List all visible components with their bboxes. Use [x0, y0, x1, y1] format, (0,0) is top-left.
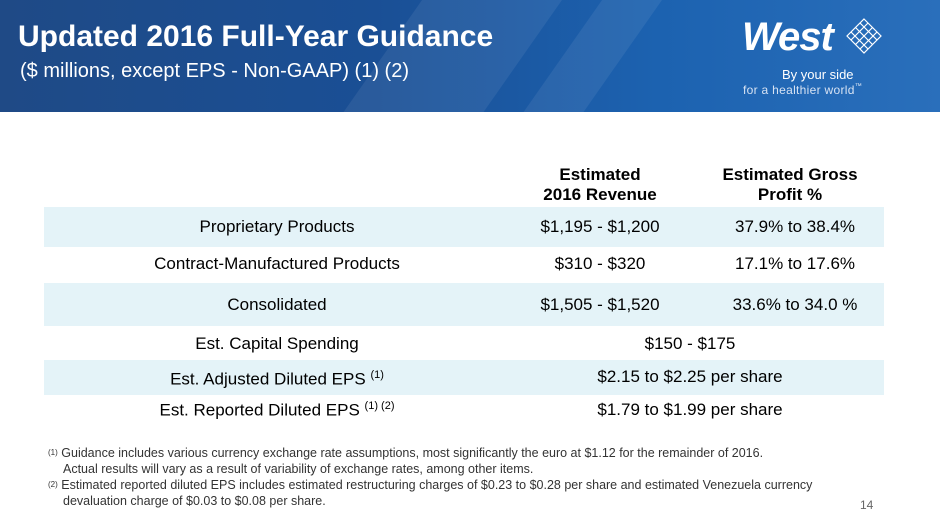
- footnote-1-continued: Actual results will vary as a result of …: [63, 462, 534, 476]
- row-label: Proprietary Products: [199, 217, 355, 236]
- logo-wordmark: West: [742, 15, 834, 59]
- page-subtitle: ($ millions, except EPS - Non-GAAP) (1) …: [20, 60, 409, 82]
- gross-profit-cell: 37.9% to 38.4%: [734, 217, 856, 236]
- revenue-cell: $1,505 - $1,520: [540, 295, 660, 314]
- column-header-gross-profit: Estimated Gross Profit %: [722, 165, 858, 204]
- logo-tagline: By your side: [782, 67, 854, 82]
- page-title: Updated 2016 Full-Year Guidance: [18, 20, 494, 53]
- west-logo: West By your side for a healthier world™: [742, 14, 924, 98]
- footnote-1: (1) Guidance includes various currency e…: [48, 446, 764, 460]
- gross-profit-cell: 33.6% to 34.0 %: [732, 295, 858, 314]
- value-cell: $2.15 to $2.25 per share: [597, 367, 783, 386]
- table-row: Contract-Manufactured Products $310 - $3…: [44, 247, 884, 283]
- table-row: Est. Reported Diluted EPS (1) (2) $1.79 …: [44, 395, 884, 427]
- page-number: 14: [860, 498, 874, 512]
- value-cell: $1.79 to $1.99 per share: [597, 400, 783, 419]
- row-label: Est. Capital Spending: [195, 334, 359, 353]
- table-row: Proprietary Products $1,195 - $1,200 37.…: [44, 207, 884, 247]
- row-label: Est. Reported Diluted EPS (1) (2): [159, 400, 395, 420]
- footnote-2: (2) Estimated reported diluted EPS inclu…: [48, 478, 813, 492]
- revenue-cell: $1,195 - $1,200: [540, 217, 660, 236]
- value-cell: $150 - $175: [644, 334, 736, 353]
- table-row: Consolidated $1,505 - $1,520 33.6% to 34…: [44, 283, 884, 326]
- row-label: Est. Adjusted Diluted EPS (1): [170, 369, 384, 389]
- row-label: Consolidated: [227, 295, 327, 314]
- table-row: Est. Adjusted Diluted EPS (1) $2.15 to $…: [44, 360, 884, 395]
- table-row: Est. Capital Spending $150 - $175: [44, 326, 884, 360]
- row-label: Contract-Manufactured Products: [154, 254, 400, 273]
- revenue-cell: $310 - $320: [554, 254, 646, 273]
- column-header-revenue: Estimated 2016 Revenue: [543, 165, 657, 204]
- west-diamond-icon: [846, 18, 882, 54]
- footnote-2-continued: devaluation charge of $0.03 to $0.08 per…: [63, 494, 326, 508]
- header-banner: Updated 2016 Full-Year Guidance ($ milli…: [0, 0, 940, 112]
- gross-profit-cell: 17.1% to 17.6%: [734, 254, 856, 273]
- logo-tagline: for a healthier world™: [743, 83, 862, 97]
